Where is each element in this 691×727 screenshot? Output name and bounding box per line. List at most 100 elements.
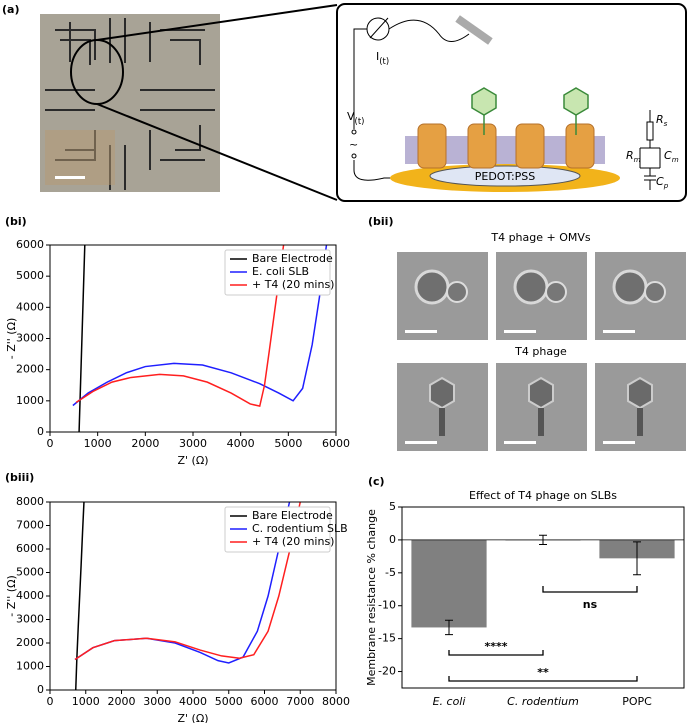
phage-head bbox=[528, 376, 554, 410]
y-tick-label: 8000 bbox=[16, 495, 44, 508]
bar bbox=[411, 539, 487, 628]
legend-label: Bare Electrode bbox=[252, 252, 333, 265]
chip-photo bbox=[40, 4, 338, 201]
phage-tail bbox=[637, 408, 643, 436]
x-tick-label: 4000 bbox=[179, 695, 207, 708]
y-tick-label: 7000 bbox=[16, 519, 44, 532]
voltage-label: V(t) bbox=[347, 110, 364, 126]
phage-head bbox=[627, 376, 653, 410]
omv bbox=[513, 269, 549, 305]
legend-label: + T4 (20 mins) bbox=[252, 278, 334, 291]
omv bbox=[446, 281, 468, 303]
phage-head bbox=[429, 376, 455, 410]
y-tick-label: -15 bbox=[378, 632, 396, 645]
series-line bbox=[74, 502, 301, 661]
micrograph-title: T4 phage bbox=[514, 345, 567, 358]
x-tick-label: 7000 bbox=[286, 695, 314, 708]
plot-frame bbox=[401, 506, 685, 689]
scale-bar bbox=[603, 441, 635, 444]
x-tick-label: 1000 bbox=[72, 695, 100, 708]
y-tick-label: -10 bbox=[378, 599, 396, 612]
x-tick-label: 3000 bbox=[143, 695, 171, 708]
y-tick-label: 1000 bbox=[16, 660, 44, 673]
x-tick-label: C. rodentium bbox=[507, 695, 579, 708]
legend-label: Bare Electrode bbox=[252, 509, 333, 522]
panel-label: (c) bbox=[368, 475, 385, 488]
circuit-label: Cm bbox=[664, 149, 679, 164]
y-tick-label: 5 bbox=[389, 500, 396, 513]
ac-symbol: ~ bbox=[349, 138, 358, 151]
legend-box bbox=[224, 249, 331, 296]
x-tick-label: 0 bbox=[47, 437, 54, 450]
series-line bbox=[72, 245, 328, 407]
series-line bbox=[75, 245, 285, 408]
y-tick-label: -5 bbox=[385, 566, 396, 579]
x-tick-label: E. coli bbox=[433, 695, 466, 708]
significance-bracket bbox=[542, 586, 638, 593]
panel-label: (a) bbox=[2, 3, 19, 16]
y-tick-label: 3000 bbox=[16, 332, 44, 345]
legend-label: + T4 (20 mins) bbox=[252, 535, 334, 548]
substrate-label: PEDOT:PSS bbox=[475, 170, 536, 183]
y-tick-label: -20 bbox=[378, 665, 396, 678]
circuit-label: Rm bbox=[626, 149, 641, 164]
x-tick-label: 8000 bbox=[322, 695, 350, 708]
x-tick-label: 1000 bbox=[84, 437, 112, 450]
micrograph-title: T4 phage + OMVs bbox=[490, 231, 591, 244]
x-tick-label: 6000 bbox=[251, 695, 279, 708]
micrographs: T4 phage + OMVs T4 phage bbox=[397, 231, 686, 451]
legend-box bbox=[224, 506, 331, 553]
y-axis-label: Membrane resistance % change bbox=[365, 509, 378, 686]
plot-frame bbox=[49, 244, 337, 433]
error-bar bbox=[633, 541, 641, 576]
y-axis-label: - Z'' (Ω) bbox=[5, 318, 18, 360]
y-tick-label: 0 bbox=[389, 533, 396, 546]
panel-label: (biii) bbox=[5, 471, 34, 484]
circuit-label: Rs bbox=[656, 113, 668, 128]
omv bbox=[414, 269, 450, 305]
significance-label: ** bbox=[537, 666, 549, 679]
current-label: I(t) bbox=[376, 50, 389, 66]
y-axis-label: - Z'' (Ω) bbox=[5, 575, 18, 617]
chart-title: Effect of T4 phage on SLBs bbox=[469, 489, 617, 502]
phage-tail bbox=[538, 408, 544, 436]
series-line bbox=[74, 502, 85, 690]
series-line bbox=[78, 245, 86, 432]
significance-bracket bbox=[448, 676, 638, 682]
significance-label: ns bbox=[583, 598, 598, 611]
x-tick-label: 6000 bbox=[322, 437, 350, 450]
x-tick-label: 5000 bbox=[274, 437, 302, 450]
omv bbox=[612, 269, 648, 305]
y-tick-label: 5000 bbox=[16, 566, 44, 579]
y-tick-label: 4000 bbox=[16, 300, 44, 313]
phage-tail bbox=[439, 408, 445, 436]
y-tick-label: 6000 bbox=[16, 542, 44, 555]
y-tick-label: 3000 bbox=[16, 613, 44, 626]
x-tick-label: 5000 bbox=[215, 695, 243, 708]
x-tick-label: 4000 bbox=[227, 437, 255, 450]
plot-frame bbox=[49, 501, 337, 691]
x-axis-label: Z' (Ω) bbox=[177, 712, 208, 723]
scale-bar bbox=[603, 330, 635, 333]
x-axis-label: Z' (Ω) bbox=[177, 454, 208, 467]
y-tick-label: 5000 bbox=[16, 269, 44, 282]
legend-label: E. coli SLB bbox=[252, 265, 309, 278]
plot-area bbox=[74, 502, 301, 690]
y-tick-label: 6000 bbox=[16, 238, 44, 251]
x-tick-label: 3000 bbox=[179, 437, 207, 450]
plot-area bbox=[72, 245, 328, 432]
panel-label: (bii) bbox=[368, 215, 393, 228]
x-tick-label: 2000 bbox=[108, 695, 136, 708]
y-tick-label: 4000 bbox=[16, 589, 44, 602]
significance-bracket bbox=[448, 650, 544, 656]
scale-bar bbox=[405, 330, 437, 333]
y-tick-label: 1000 bbox=[16, 394, 44, 407]
x-tick-label: 2000 bbox=[131, 437, 159, 450]
x-tick-label: POPC bbox=[622, 695, 652, 708]
scale-bar bbox=[504, 330, 536, 333]
legend-label: C. rodentium SLB bbox=[252, 522, 348, 535]
circuit-label: Cp bbox=[656, 175, 669, 190]
error-bar bbox=[445, 619, 453, 636]
schematic bbox=[336, 3, 687, 202]
